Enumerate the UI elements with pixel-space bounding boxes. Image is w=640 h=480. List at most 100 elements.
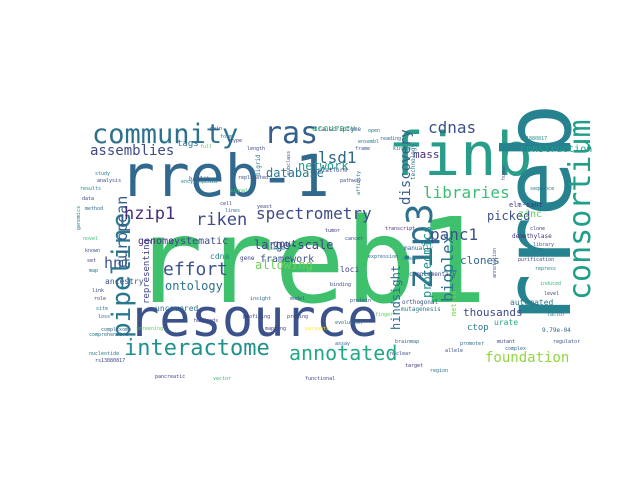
word-tags: tags (177, 139, 199, 149)
word-scale: scale (270, 246, 285, 252)
word-bioplex: bioplex (438, 234, 457, 302)
word-data: data (82, 196, 94, 202)
word-foundation: foundation (485, 350, 569, 366)
word-gout: gout (273, 239, 297, 250)
word-role: role (94, 296, 106, 302)
word-discovery: discovery (398, 129, 414, 205)
word-zinc: zinc (518, 209, 542, 220)
word-form: form (220, 134, 232, 140)
word-genomics: genomics (76, 206, 82, 230)
word-manually: manually (404, 245, 433, 252)
word-target: target (405, 363, 423, 369)
word-annotation: annotation (492, 248, 498, 278)
word-cell: cell (220, 201, 232, 207)
word-gain: gain (210, 126, 222, 132)
word-method: method (85, 206, 103, 212)
word-site: site (96, 306, 108, 312)
word-frame: frame (355, 146, 370, 152)
word-urate: urate (494, 318, 518, 327)
word-libraries: libraries (423, 183, 510, 202)
word-loss: loss (98, 314, 110, 320)
word-probing: probing (287, 314, 308, 320)
word-comprehensive: comprehensive (89, 332, 128, 338)
word-factor: factor (547, 312, 565, 318)
word-demethylase: demethylase (512, 233, 552, 240)
word-hindsight: hindsight (389, 265, 403, 330)
word-insight: insight (250, 296, 271, 302)
word-ensembl: ensembl (358, 139, 379, 145)
word-genome: genome (138, 236, 174, 247)
word-bigrid: bigrid (255, 154, 262, 176)
word-level: level (544, 291, 559, 297)
word-reading: reading (380, 136, 401, 142)
word-type: type (230, 138, 242, 144)
word-rreb: rreb (484, 104, 593, 330)
word-region: region (430, 368, 448, 374)
word-length: length (247, 146, 265, 152)
word-encyclopedia: encyclopedia (181, 179, 217, 185)
word-open: open (368, 128, 380, 134)
word-full: full (200, 144, 212, 150)
word-purification: purification (518, 257, 554, 263)
word-ras: ras (264, 116, 318, 151)
word-uncovered: uncovered (155, 304, 199, 313)
word-rs13880817: rs13880817 (95, 358, 125, 364)
word-induced: induced (540, 281, 561, 287)
word-vector: vector (213, 376, 231, 382)
word-domain: domain (402, 256, 420, 262)
word-network: network (298, 159, 349, 173)
word-pancreatic: pancreatic (155, 374, 185, 380)
word-variants: variants (305, 326, 329, 332)
word-proteomics: proteomics (420, 226, 434, 298)
word-effort: effort (163, 259, 228, 280)
word-evolution: evolution (335, 320, 362, 326)
word-mutagenesis: mutagenesis (401, 306, 441, 313)
word-riken: riken (196, 210, 247, 230)
word-screening: screening (136, 326, 163, 332)
word-allowing: allowing (255, 258, 313, 272)
word-interactome: interactome (124, 336, 270, 361)
word-orthogonal: orthogonal (402, 299, 439, 306)
word-ctop: ctop (467, 323, 489, 333)
word-gene: gene (240, 255, 255, 262)
word-repress: repress (535, 266, 556, 272)
word-construction: construction (520, 144, 592, 155)
word-protein: protein (350, 298, 371, 304)
word-platform: platform (318, 167, 347, 174)
word-link: link (92, 288, 104, 294)
word-nuclear: nuclear (390, 351, 411, 357)
word-nucleotide: nucleotide (89, 351, 119, 357)
word-technology: technology (410, 143, 417, 180)
word-allele: allele (445, 348, 463, 354)
word-set: set (87, 258, 96, 264)
word-promoter: promoter (460, 341, 484, 347)
word-pipeline: pipeline (107, 213, 137, 338)
word-pathway: pathway (340, 178, 361, 184)
word-binding: binding (330, 282, 351, 288)
word-complex: complex (505, 346, 526, 352)
word-map: map (89, 268, 98, 274)
word-hnt: hnt (104, 254, 131, 272)
word-cancer: cancer (345, 236, 363, 242)
word-accuracy: accuracy (312, 124, 356, 134)
word-tumor: tumor (325, 228, 340, 234)
word-subclass: subclass (286, 151, 292, 175)
word-known: known (85, 248, 100, 254)
word-library: library (533, 242, 554, 248)
word-database: database (266, 166, 324, 180)
word-systematic: systematic (168, 236, 228, 247)
word-transcript: transcript (385, 226, 415, 232)
word-complexome: complexome (101, 327, 131, 333)
word-metric: metric (450, 291, 458, 316)
word-european: european (113, 196, 131, 268)
word-large-scale: large-scale (254, 238, 333, 252)
word-expression: expression (368, 254, 398, 260)
word-human: human (501, 165, 507, 180)
word-ancestry: ancestry (105, 277, 144, 286)
word-brainmap: brainmap (395, 339, 419, 345)
word-zip3: zip3 (400, 203, 441, 290)
word-affinity: affinity (356, 171, 362, 195)
word-regulator: regulator (553, 339, 580, 345)
